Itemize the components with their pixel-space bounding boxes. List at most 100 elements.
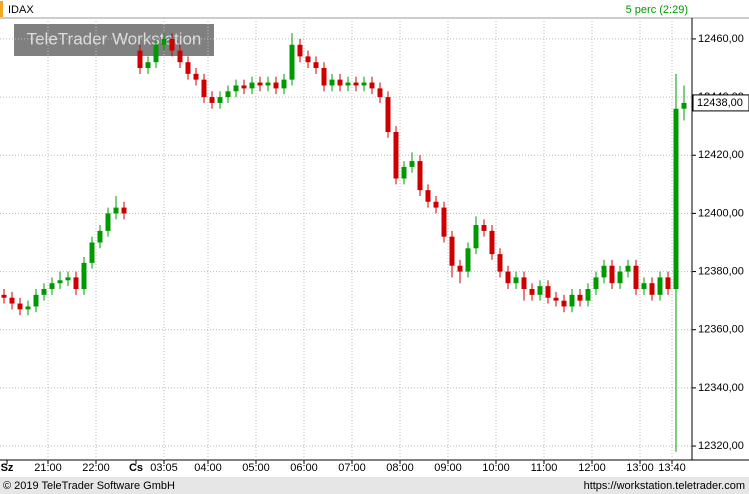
candle-body — [513, 277, 519, 284]
candle-body — [153, 44, 159, 63]
y-tick-label: 12460,00 — [698, 33, 744, 45]
candle-body — [137, 50, 143, 69]
candle-body — [633, 265, 639, 290]
candle-body — [265, 82, 271, 86]
candle-body — [73, 277, 79, 290]
candle-body — [617, 271, 623, 284]
candle-body — [305, 56, 311, 63]
candle-body — [377, 88, 383, 98]
candle-body — [185, 62, 191, 74]
candle-body — [441, 207, 447, 237]
x-tick-label: 12:00 — [578, 462, 606, 474]
candle-body — [217, 97, 223, 103]
x-tick-label: 22:00 — [82, 462, 110, 474]
candle-body — [505, 271, 511, 284]
candle-body — [273, 82, 279, 89]
candle-body — [233, 85, 239, 92]
x-tick-label: 04:00 — [194, 462, 222, 474]
candle-body — [9, 297, 15, 304]
x-tick-label: 09:00 — [434, 462, 462, 474]
y-tick-label: 12380,00 — [698, 265, 744, 277]
candle-body — [657, 277, 663, 295]
candle-body — [425, 190, 431, 202]
last-price-label: 12438,00 — [697, 97, 743, 109]
candle-body — [49, 283, 55, 290]
x-tick-label: 05:00 — [242, 462, 270, 474]
candle-body — [401, 166, 407, 179]
x-tick-label: Cs — [129, 462, 143, 474]
candle-body — [225, 91, 231, 98]
candle-body — [385, 97, 391, 132]
candle-body — [577, 294, 583, 301]
candle-body — [417, 161, 423, 191]
candle-body — [17, 303, 23, 310]
candle-body — [353, 82, 359, 86]
candle-body — [409, 161, 415, 167]
candle-body — [169, 38, 175, 51]
candle-body — [593, 277, 599, 290]
footer-bar — [0, 477, 749, 494]
candle-body — [193, 73, 199, 80]
candle-body — [281, 79, 287, 89]
candle-body — [33, 294, 39, 307]
candle-body — [641, 283, 647, 290]
interval-label: 5 perc (2:29) — [626, 4, 688, 16]
candle-body — [521, 277, 527, 290]
candle-body — [289, 44, 295, 80]
candle-body — [97, 230, 103, 243]
candle-body — [673, 108, 679, 290]
candle-body — [105, 213, 111, 231]
x-tick-label: 11:00 — [531, 462, 558, 474]
candle-body — [601, 265, 607, 278]
candle-body — [537, 286, 543, 295]
instrument-title: IDAX — [8, 4, 34, 16]
candle-body — [241, 85, 247, 89]
candle-body — [329, 79, 335, 86]
x-tick-label: 06:00 — [290, 462, 318, 474]
candle-body — [457, 265, 463, 272]
candle-body — [465, 248, 471, 272]
x-tick-label: 13:00 — [626, 462, 654, 474]
candle-body — [177, 50, 183, 63]
candle-body — [625, 265, 631, 272]
candle-body — [449, 236, 455, 266]
candle-body — [121, 207, 127, 214]
footer-copyright: © 2019 TeleTrader Software GmbH — [3, 480, 175, 492]
y-tick-label: 12320,00 — [698, 440, 744, 452]
instrument-marker — [0, 1, 3, 17]
candle-body — [585, 289, 591, 301]
candle-body — [249, 82, 255, 89]
plot-area: 12320,00 12340,00 12360,00 12380,00 12400,00… — [0, 18, 744, 474]
candle-body — [665, 277, 671, 290]
candle-body — [545, 286, 551, 298]
candle-body — [481, 225, 487, 231]
candle-body — [473, 225, 479, 249]
y-tick-label: 12400,00 — [698, 207, 744, 219]
x-tick-label: 21:00 — [34, 462, 62, 474]
candle-body — [569, 294, 575, 307]
candle-body — [393, 131, 399, 179]
y-tick-label: 12360,00 — [698, 324, 744, 336]
candle-body — [553, 297, 559, 301]
candle-body — [369, 82, 375, 89]
x-tick-label: 13:40 — [658, 462, 686, 474]
candle-body — [497, 254, 503, 272]
candle-body — [433, 201, 439, 208]
candle-body — [529, 289, 535, 295]
x-tick-label: Sz — [1, 462, 14, 474]
candle-body — [609, 265, 615, 284]
x-tick-label: 07:00 — [338, 462, 366, 474]
y-tick-label: 12340,00 — [698, 382, 744, 394]
candle-body — [161, 38, 167, 45]
candle-body — [337, 79, 343, 86]
y-tick-label: 12420,00 — [698, 149, 744, 161]
candle-body — [561, 300, 567, 307]
candle-body — [297, 44, 303, 57]
candle-body — [201, 79, 207, 98]
candle-body — [57, 280, 63, 284]
candle-body — [257, 82, 263, 86]
x-tick-label: 03:05 — [150, 462, 178, 474]
candle-body — [321, 68, 327, 86]
